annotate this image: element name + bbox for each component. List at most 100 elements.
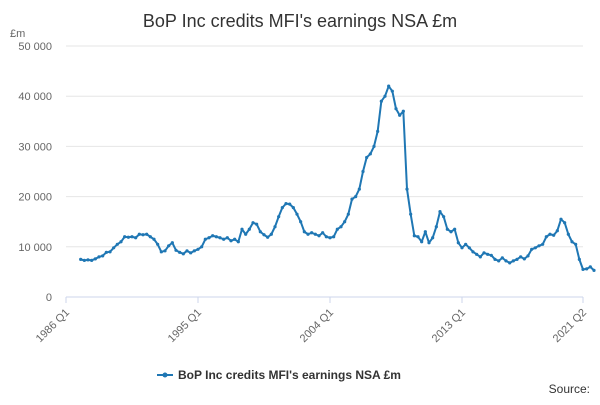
data-point[interactable] [398,113,402,117]
data-point[interactable] [134,236,138,240]
data-point[interactable] [548,232,552,236]
data-point[interactable] [321,231,325,235]
data-point[interactable] [317,234,321,238]
data-point[interactable] [552,233,556,237]
data-point[interactable] [181,252,185,256]
data-point[interactable] [555,229,559,233]
data-point[interactable] [291,206,295,210]
data-point[interactable] [383,94,387,98]
data-point[interactable] [343,220,347,224]
data-point[interactable] [247,227,251,231]
data-point[interactable] [346,212,350,216]
data-point[interactable] [104,250,108,254]
data-point[interactable] [460,246,464,250]
data-point[interactable] [434,225,438,229]
data-point[interactable] [269,232,273,236]
data-point[interactable] [585,267,589,271]
data-point[interactable] [368,152,372,156]
data-point[interactable] [90,258,94,262]
data-point[interactable] [445,227,449,231]
data-point[interactable] [207,236,211,240]
data-point[interactable] [119,240,123,244]
data-point[interactable] [372,144,376,148]
data-point[interactable] [570,240,574,244]
data-point[interactable] [167,244,171,248]
data-point[interactable] [563,221,567,225]
data-point[interactable] [541,242,545,246]
data-point[interactable] [475,252,479,256]
data-point[interactable] [493,257,497,261]
data-point[interactable] [486,252,490,256]
data-point[interactable] [412,234,416,238]
data-point[interactable] [178,250,182,254]
data-point[interactable] [379,99,383,103]
data-point[interactable] [533,246,537,250]
data-point[interactable] [233,237,237,241]
data-point[interactable] [449,230,453,234]
data-point[interactable] [214,235,218,239]
data-point[interactable] [299,220,303,224]
data-point[interactable] [464,242,468,246]
data-point[interactable] [456,241,460,245]
data-point[interactable] [86,258,90,262]
data-point[interactable] [163,249,167,253]
data-point[interactable] [145,232,149,236]
data-point[interactable] [112,246,116,250]
data-point[interactable] [515,257,519,261]
data-point[interactable] [328,236,332,240]
legend[interactable]: BoP Inc credits MFI's earnings NSA £m [157,368,401,382]
data-point[interactable] [123,235,127,239]
data-point[interactable] [255,222,259,226]
data-point[interactable] [200,245,204,249]
data-point[interactable] [284,202,288,206]
data-point[interactable] [82,258,86,262]
data-point[interactable] [522,257,526,261]
data-point[interactable] [427,241,431,245]
data-point[interactable] [141,233,145,237]
data-point[interactable] [189,251,193,255]
data-point[interactable] [387,84,391,88]
data-point[interactable] [577,257,581,261]
data-point[interactable] [185,249,189,253]
data-point[interactable] [148,235,152,239]
data-point[interactable] [174,248,178,252]
data-point[interactable] [504,259,508,263]
data-point[interactable] [108,250,112,254]
data-point[interactable] [390,89,394,93]
data-point[interactable] [295,212,299,216]
data-point[interactable] [152,237,156,241]
data-point[interactable] [500,256,504,260]
data-point[interactable] [420,240,424,244]
data-point[interactable] [339,225,343,229]
data-point[interactable] [376,129,380,133]
data-point[interactable] [574,242,578,246]
data-point[interactable] [537,244,541,248]
data-point[interactable] [192,249,196,253]
data-point[interactable] [588,265,592,269]
data-point[interactable] [222,237,226,241]
data-point[interactable] [229,239,233,243]
data-point[interactable] [489,253,493,257]
data-point[interactable] [324,235,328,239]
data-point[interactable] [97,255,101,259]
data-point[interactable] [566,232,570,236]
data-point[interactable] [544,235,548,239]
data-point[interactable] [423,230,427,234]
data-point[interactable] [581,267,585,271]
data-point[interactable] [273,225,277,229]
data-point[interactable] [130,235,134,239]
data-point[interactable] [280,206,284,210]
data-point[interactable] [471,250,475,254]
data-point[interactable] [93,257,97,261]
data-point[interactable] [218,236,222,240]
data-point[interactable] [511,259,515,263]
data-point[interactable] [137,232,141,236]
data-point[interactable] [519,255,523,259]
data-point[interactable] [170,241,174,245]
data-point[interactable] [497,259,501,263]
data-point[interactable] [478,255,482,259]
data-point[interactable] [277,215,281,219]
data-point[interactable] [332,235,336,239]
data-point[interactable] [530,247,534,251]
data-point[interactable] [559,217,563,221]
